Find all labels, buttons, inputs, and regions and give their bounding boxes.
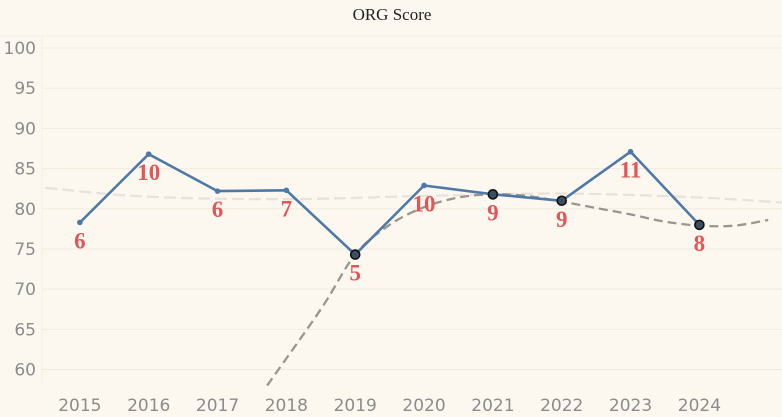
trend-lines xyxy=(45,186,782,387)
data-point-highlighted xyxy=(349,249,361,260)
point-label: 11 xyxy=(620,158,642,183)
series-layer xyxy=(77,148,705,260)
y-tick-label: 70 xyxy=(14,280,36,300)
x-tick-label: 2023 xyxy=(609,396,652,416)
point-label: 7 xyxy=(281,196,293,221)
data-point xyxy=(627,148,634,155)
data-point-highlighted xyxy=(694,219,705,231)
point-label: 5 xyxy=(349,261,361,286)
point-label: 10 xyxy=(137,160,160,185)
y-tick-label: 90 xyxy=(14,119,36,139)
y-tick-label: 80 xyxy=(14,200,36,220)
x-tick-label: 2016 xyxy=(127,396,170,416)
x-tick-label: 2018 xyxy=(265,396,308,416)
x-tick-label: 2024 xyxy=(678,396,721,416)
trend-line-dark xyxy=(266,193,769,387)
point-label: 6 xyxy=(212,197,224,222)
x-tick-label: 2015 xyxy=(58,396,101,416)
point-label: 6 xyxy=(74,228,86,253)
y-tick-label: 100 xyxy=(4,39,36,59)
data-point-highlighted xyxy=(556,195,568,207)
x-tick-label: 2017 xyxy=(196,396,239,416)
x-axis-ticks: 2015 2016 2017 2018 2019 2020 2021 2022 2023 2024 xyxy=(58,396,721,416)
point-label: 10 xyxy=(413,191,436,216)
data-point xyxy=(145,151,152,157)
y-tick-label: 95 xyxy=(14,79,36,99)
y-tick-label: 85 xyxy=(14,160,36,180)
data-point xyxy=(214,188,221,194)
x-tick-label: 2021 xyxy=(471,396,514,416)
data-point-highlighted xyxy=(487,189,499,200)
y-tick-label: 75 xyxy=(14,240,36,260)
x-tick-label: 2019 xyxy=(334,396,377,416)
point-label: 9 xyxy=(556,207,568,232)
x-tick-label: 2022 xyxy=(540,396,583,416)
chart-title: ORG Score xyxy=(353,5,432,24)
data-point xyxy=(77,219,83,226)
y-tick-label: 60 xyxy=(14,361,36,381)
point-label: 9 xyxy=(487,200,499,225)
data-point xyxy=(283,187,290,194)
x-tick-label: 2020 xyxy=(402,396,445,416)
point-label: 8 xyxy=(694,231,706,256)
grid-lines xyxy=(42,47,782,371)
y-axis-ticks: 60 65 70 75 80 85 90 95 100 xyxy=(4,39,36,380)
data-point xyxy=(421,182,427,189)
point-labels: 6 10 6 7 5 10 9 9 11 8 xyxy=(74,158,705,286)
series-line xyxy=(78,150,701,256)
trend-line-light xyxy=(45,186,782,204)
y-tick-label: 65 xyxy=(14,320,36,340)
